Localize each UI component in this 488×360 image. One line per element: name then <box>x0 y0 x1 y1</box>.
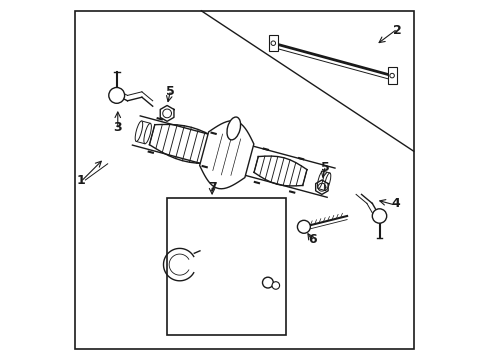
Circle shape <box>108 87 124 103</box>
Text: 2: 2 <box>392 24 401 37</box>
Polygon shape <box>318 171 329 190</box>
Circle shape <box>262 277 273 288</box>
Ellipse shape <box>226 117 240 140</box>
Circle shape <box>270 41 275 45</box>
Bar <box>268 35 277 51</box>
Text: 3: 3 <box>113 121 122 134</box>
Circle shape <box>271 282 279 289</box>
Circle shape <box>297 220 310 233</box>
Ellipse shape <box>135 121 142 141</box>
Bar <box>167 198 285 335</box>
Polygon shape <box>136 121 150 144</box>
Bar <box>387 68 396 84</box>
Text: 6: 6 <box>308 233 317 246</box>
Text: 5: 5 <box>166 85 175 98</box>
Ellipse shape <box>317 171 323 189</box>
Ellipse shape <box>143 123 151 144</box>
Polygon shape <box>199 121 253 189</box>
Text: 1: 1 <box>76 174 85 186</box>
Text: 4: 4 <box>390 197 399 210</box>
Circle shape <box>389 73 393 78</box>
Text: 7: 7 <box>207 181 216 194</box>
Text: 5: 5 <box>321 161 329 174</box>
Circle shape <box>371 209 386 223</box>
Ellipse shape <box>324 173 330 190</box>
